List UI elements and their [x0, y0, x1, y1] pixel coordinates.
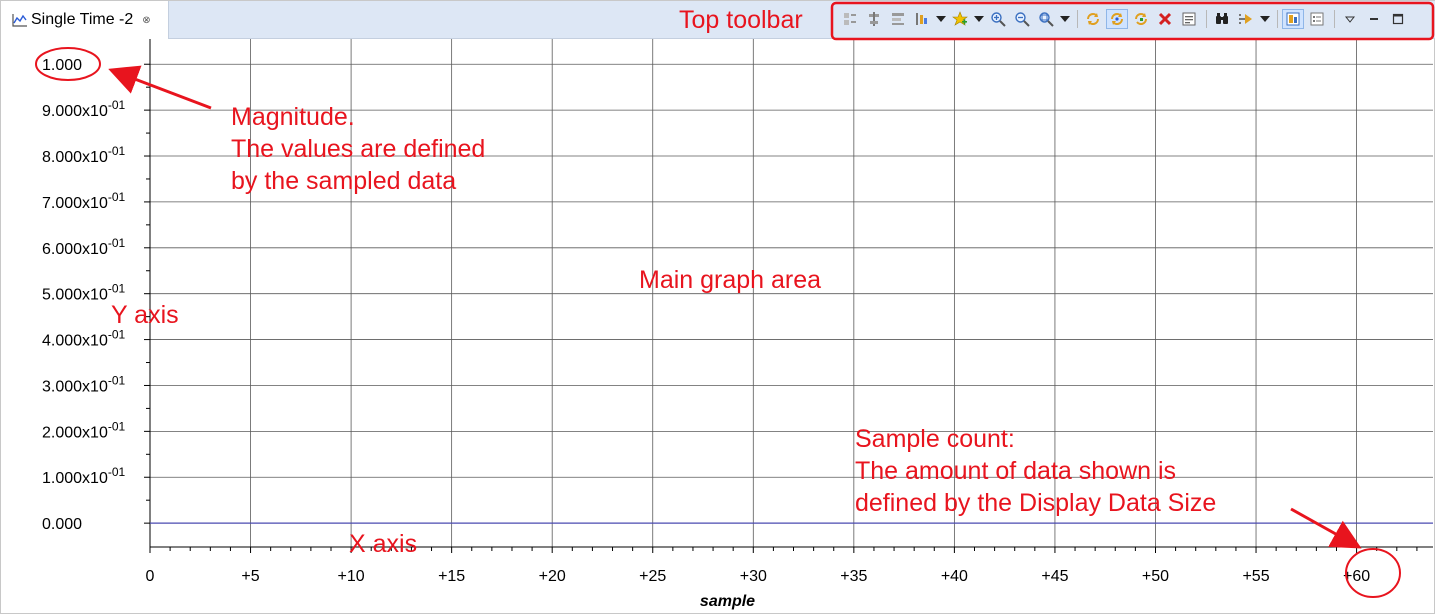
annotation-sample-count-line-3: defined by the Display Data Size — [855, 489, 1217, 517]
y-tick-label: 2.000x10-01 — [42, 419, 126, 441]
add-item-icon[interactable] — [949, 9, 971, 29]
y-tick-label: 9.000x10-01 — [42, 98, 126, 120]
align-right-icon[interactable] — [887, 9, 909, 29]
annotation-magnitude-line-1: Magnitude. — [231, 103, 355, 131]
zoom-fit-dropdown-icon[interactable] — [1059, 9, 1071, 29]
annotation-sample-count-line-2: The amount of data shown is — [855, 457, 1177, 485]
x-tick-label: +30 — [740, 568, 767, 585]
x-tick-label: +45 — [1041, 568, 1068, 585]
tab-title: Single Time -2 — [31, 11, 134, 28]
annotation-top-toolbar: Top toolbar — [679, 6, 803, 34]
zoom-fit-icon[interactable] — [1035, 9, 1057, 29]
align-center-icon[interactable] — [863, 9, 885, 29]
add-item-dropdown-icon[interactable] — [973, 9, 985, 29]
x-tick-label: +55 — [1242, 568, 1269, 585]
refresh-icon[interactable] — [1082, 9, 1104, 29]
x-tick-label: +10 — [338, 568, 365, 585]
x-tick-label: +15 — [438, 568, 465, 585]
zoom-out-icon[interactable] — [1011, 9, 1033, 29]
y-tick-label: 5.000x10-01 — [42, 282, 126, 304]
align-left-icon[interactable] — [839, 9, 861, 29]
y-tick-label: 1.000x10-01 — [42, 465, 126, 487]
view-settings-icon[interactable] — [1282, 9, 1304, 29]
toolbar-separator — [1334, 10, 1335, 28]
maximize-icon[interactable] — [1387, 9, 1409, 29]
x-tick-label: +50 — [1142, 568, 1169, 585]
x-tick-label: +5 — [241, 568, 259, 585]
y-tick-label: 7.000x10-01 — [42, 190, 126, 212]
x-tick-label: +20 — [539, 568, 566, 585]
annotation-sample-count: Sample count: The amount of data shown i… — [855, 423, 1216, 519]
x-tick-label: +40 — [941, 568, 968, 585]
y-tick-label: 8.000x10-01 — [42, 144, 126, 166]
step-icon[interactable] — [1235, 9, 1257, 29]
x-tick-label: +25 — [639, 568, 666, 585]
y-tick-label: 0.000 — [42, 516, 82, 533]
toolbar-separator — [1277, 10, 1278, 28]
x-axis-label: sample — [700, 593, 755, 610]
delete-icon[interactable] — [1154, 9, 1176, 29]
x-tick-label: +60 — [1343, 568, 1370, 585]
close-icon[interactable]: ⊗ — [142, 14, 151, 26]
view-menu-icon[interactable] — [1339, 9, 1361, 29]
annotation-sample-count-line-1: Sample count: — [855, 425, 1015, 453]
y-tick-label: 3.000x10-01 — [42, 373, 126, 395]
x-tick-label: 0 — [146, 568, 155, 585]
channel-select-dropdown-icon[interactable] — [935, 9, 947, 29]
tab-single-time[interactable]: Single Time -2 ⊗ — [1, 1, 169, 39]
x-tick-label: +35 — [840, 568, 867, 585]
chart: 0 +5 +10 +15 +20 +25 +30 +35 +40 +45 +50 +55 +60 0.00… — [42, 39, 1433, 610]
zoom-in-icon[interactable] — [987, 9, 1009, 29]
chart-line-icon — [12, 13, 28, 27]
y-tick-label: 4.000x10-01 — [42, 328, 126, 350]
toolbar-separator — [1206, 10, 1207, 28]
y-tick-label: 1.000 — [42, 57, 82, 74]
annotation-magnitude-line-3: by the sampled data — [231, 167, 457, 195]
annotation-main-graph-area: Main graph area — [639, 266, 822, 294]
y-tick-label: 6.000x10-01 — [42, 236, 126, 258]
auto-refresh-icon[interactable] — [1106, 9, 1128, 29]
minimize-icon[interactable] — [1363, 9, 1385, 29]
main-graph-area[interactable]: 0 +5 +10 +15 +20 +25 +30 +35 +40 +45 +50 +55 +60 0.00… — [1, 39, 1435, 614]
annotation-magnitude-line-2: The values are defined — [231, 135, 486, 163]
step-dropdown-icon[interactable] — [1259, 9, 1271, 29]
top-toolbar — [839, 7, 1431, 31]
export-icon[interactable] — [1178, 9, 1200, 29]
find-icon[interactable] — [1211, 9, 1233, 29]
annotation-x-axis: X axis — [349, 530, 418, 558]
annotation-magnitude: Magnitude. The values are defined by the… — [231, 101, 485, 197]
refresh-all-icon[interactable] — [1130, 9, 1152, 29]
annotation-y-axis: Y axis — [111, 301, 179, 329]
toolbar-separator — [1077, 10, 1078, 28]
channel-select-icon[interactable] — [911, 9, 933, 29]
properties-icon[interactable] — [1306, 9, 1328, 29]
